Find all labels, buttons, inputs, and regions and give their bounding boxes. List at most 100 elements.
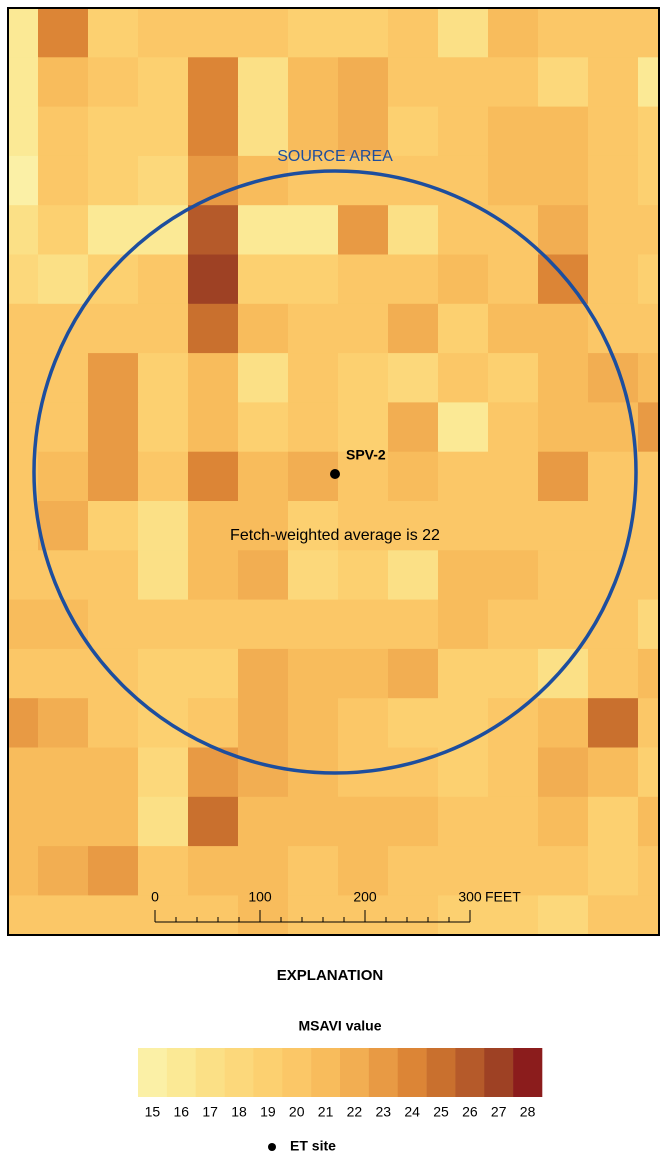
raster-cell [188, 303, 239, 354]
raster-cell [38, 846, 89, 896]
legend-label: 28 [520, 1104, 536, 1120]
raster-cell [138, 796, 189, 847]
legend-label: 16 [173, 1104, 189, 1120]
raster-cell [338, 303, 389, 354]
raster-cell [8, 155, 39, 206]
raster-cell [538, 451, 589, 502]
raster-cell [438, 796, 489, 847]
raster-cell [38, 698, 89, 748]
legend-label: 18 [231, 1104, 247, 1120]
raster-cell [288, 402, 339, 453]
legend-swatch [340, 1048, 370, 1097]
raster-cell [588, 451, 639, 502]
raster-cell [38, 599, 89, 650]
raster-cell [438, 550, 489, 601]
raster-cell [38, 353, 89, 403]
raster-cell [188, 353, 239, 403]
raster-cell [38, 895, 89, 936]
legend-swatch [397, 1048, 427, 1097]
raster-cell [88, 8, 139, 58]
raster-cell [188, 846, 239, 896]
raster-cell [38, 451, 89, 502]
raster-cell [88, 303, 139, 354]
legend-swatch [513, 1048, 543, 1097]
legend-label: 27 [491, 1104, 507, 1120]
raster-cell [38, 155, 89, 206]
raster-cell [88, 155, 139, 206]
raster-cell [138, 57, 189, 108]
raster-cell [388, 846, 439, 896]
raster-cell [488, 303, 539, 354]
raster-cell [388, 205, 439, 255]
raster-cell [8, 205, 39, 255]
raster-cell [488, 451, 539, 502]
raster-cell [538, 501, 589, 551]
legend-swatch [166, 1048, 197, 1097]
raster-cell [638, 303, 660, 354]
raster-cell [638, 501, 660, 551]
raster-cell [638, 8, 660, 58]
scale-label: 100 [248, 889, 272, 905]
raster-cell [188, 205, 239, 255]
raster-cell [238, 550, 289, 601]
raster-cell [338, 205, 389, 255]
raster-cell [438, 698, 489, 748]
raster-cell [88, 599, 139, 650]
raster-cell [88, 205, 139, 255]
raster-cell [188, 402, 239, 453]
raster-cell [8, 747, 39, 798]
raster-cell [438, 895, 489, 936]
raster-cell [8, 895, 39, 936]
raster-cell [538, 106, 589, 157]
raster-cell [138, 402, 189, 453]
raster-cell [538, 599, 589, 650]
raster-cell [538, 796, 589, 847]
raster-cell [238, 846, 289, 896]
raster-cell [488, 106, 539, 157]
raster-cell [288, 353, 339, 403]
raster-cell [388, 698, 439, 748]
raster-cell [38, 747, 89, 798]
raster-cell [388, 747, 439, 798]
raster-cell [238, 402, 289, 453]
raster-cell [8, 254, 39, 305]
raster-cell [588, 846, 639, 896]
raster-cell [588, 205, 639, 255]
raster-cell [588, 8, 639, 58]
raster-cell [88, 254, 139, 305]
raster-cell [288, 57, 339, 108]
legend-label: 23 [375, 1104, 391, 1120]
raster-cell [588, 155, 639, 206]
raster-cell [88, 846, 139, 896]
raster-cell [288, 895, 339, 936]
raster-cell [138, 895, 189, 936]
raster-cell [588, 698, 639, 748]
raster-cell [188, 599, 239, 650]
raster-cell [438, 205, 489, 255]
raster-cell [288, 648, 339, 699]
legend-swatch [224, 1048, 254, 1097]
raster-cell [488, 57, 539, 108]
raster-cell [538, 550, 589, 601]
raster-cell [538, 648, 589, 699]
raster-cell [588, 106, 639, 157]
raster-cell [638, 57, 660, 108]
raster-cell [288, 846, 339, 896]
raster-cell [388, 648, 439, 699]
raster-cell [8, 648, 39, 699]
raster-cell [8, 698, 39, 748]
raster-cell [488, 155, 539, 206]
raster-cell [238, 57, 289, 108]
raster-cell [538, 8, 589, 58]
raster-cell [588, 895, 639, 936]
raster-cell [538, 747, 589, 798]
raster-cell [238, 8, 289, 58]
legend-subtitle: MSAVI value [299, 1018, 382, 1034]
raster-cell [638, 599, 660, 650]
raster-cell [8, 501, 39, 551]
raster-cell [8, 57, 39, 108]
raster-cell [38, 402, 89, 453]
raster-cell [138, 550, 189, 601]
legend-label: 26 [462, 1104, 478, 1120]
